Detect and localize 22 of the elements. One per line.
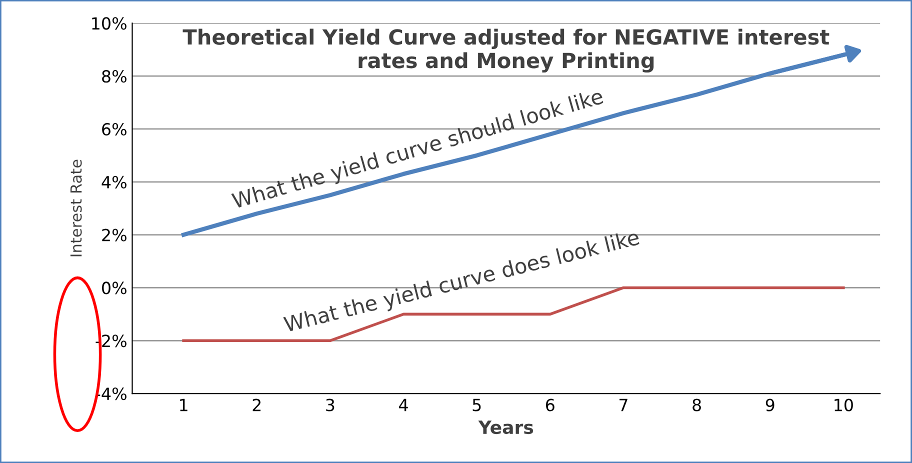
y-tick-label: 0%: [102, 282, 126, 294]
x-axis-title: Years: [478, 420, 534, 434]
y-tick-label: 4%: [102, 176, 126, 188]
annotation: What the yield curve does look like: [283, 228, 641, 336]
x-tick-label: 2: [252, 398, 261, 412]
x-tick-label: 8: [692, 398, 701, 412]
text: Theoretical Yield Curve adjusted for NEGATIVE interest rates and Money Printing: [182, 28, 830, 73]
y-tick-label: 6%: [102, 122, 126, 136]
y-tick-label: 8%: [102, 70, 126, 83]
annotation: What the yield curve should look like: [231, 88, 605, 213]
y-tick-label: 10%: [92, 17, 126, 30]
x-tick-label: 10: [834, 398, 853, 412]
x-tick-label: 7: [620, 398, 628, 412]
y-tick-label: 2%: [102, 228, 126, 242]
x-tick-label: 3: [326, 398, 334, 412]
x-tick-label: 4: [399, 398, 408, 412]
y-tick-label: -4%: [96, 388, 126, 400]
x-tick-label: 6: [546, 398, 554, 412]
x-tick-label: 5: [472, 398, 481, 412]
x-tick-label: 9: [766, 398, 774, 412]
y-axis-title: Interest Rate: [70, 160, 82, 256]
x-tick-label: 1: [180, 398, 188, 412]
